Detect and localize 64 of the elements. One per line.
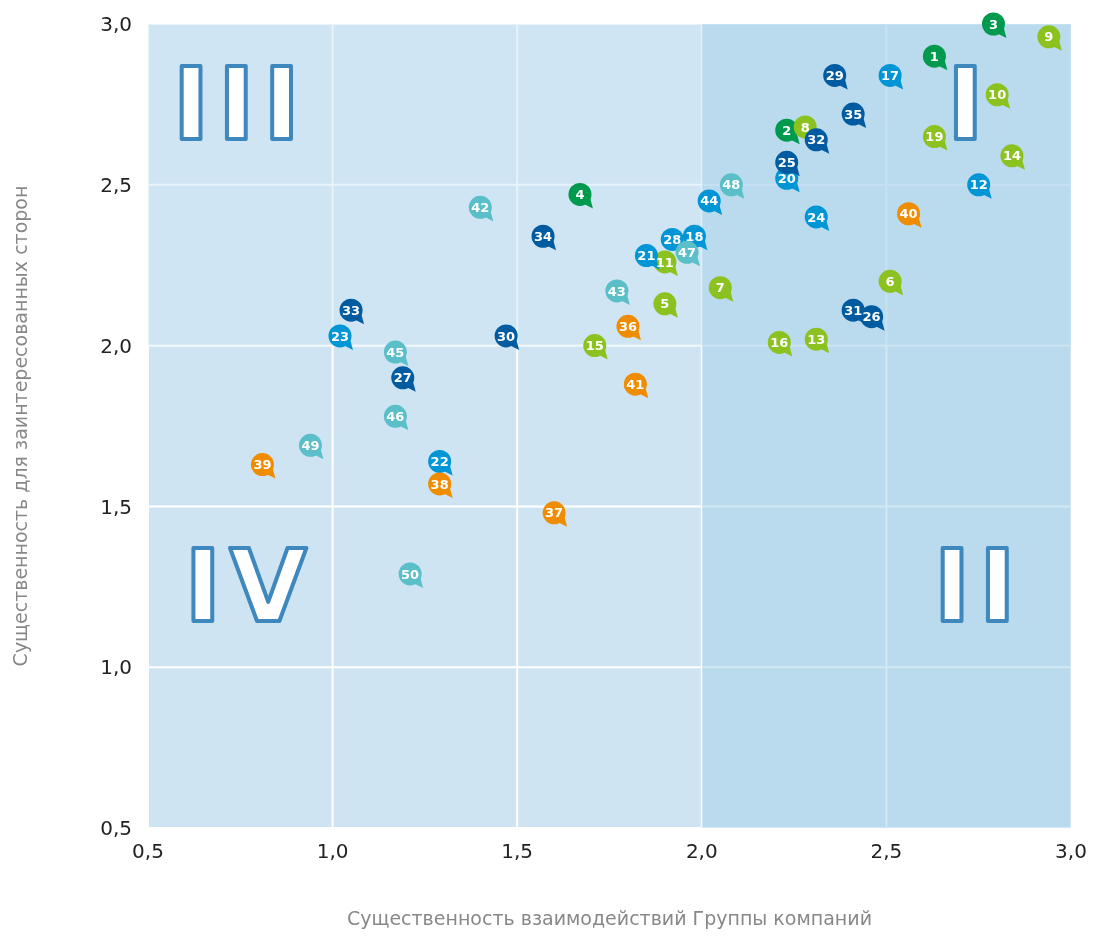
annotation: II (933, 528, 1024, 646)
annotation: 14 (1002, 148, 1021, 164)
annotation: 2 (782, 122, 792, 138)
y-tick-label: 1,0 (100, 655, 132, 680)
x-tick-label: 1,5 (501, 839, 534, 864)
annotation: 38 (430, 476, 449, 492)
x-tick-label: 2,0 (685, 839, 718, 864)
annotation: 50 (401, 566, 420, 582)
y-axis-title: Существенность для заинтересованных сторон (8, 185, 31, 667)
annotation: 7 (715, 280, 725, 296)
annotation: 9 (1044, 29, 1054, 45)
annotation: 29 (825, 68, 844, 84)
x-tick-label: 2,5 (870, 839, 903, 864)
y-tick-label: 1,5 (100, 494, 132, 519)
annotation: 20 (777, 170, 796, 186)
annotation: 45 (386, 344, 405, 360)
annotation: 33 (342, 302, 361, 318)
annotation: 48 (722, 177, 741, 193)
x-tick-label: 0,5 (132, 839, 164, 864)
annotation: III (172, 45, 309, 163)
annotation: 37 (545, 505, 564, 521)
annotation: 26 (862, 309, 881, 325)
annotation: 30 (497, 328, 516, 344)
annotation: 21 (637, 248, 656, 264)
annotation: 44 (700, 193, 719, 209)
y-tick-label: 2,5 (100, 172, 132, 197)
annotation: 24 (807, 209, 826, 225)
annotation: 43 (607, 283, 626, 299)
annotation: 46 (386, 408, 405, 424)
annotation: 1 (929, 48, 939, 64)
y-tick-label: 3,0 (100, 12, 132, 37)
annotation: 16 (770, 335, 789, 350)
x-tick-label: 3,0 (1055, 839, 1087, 864)
annotation: 8 (800, 119, 810, 135)
annotation: 5 (660, 296, 670, 312)
annotation: 31 (844, 302, 863, 318)
annotation: 17 (881, 68, 900, 84)
annotation: 35 (844, 106, 863, 122)
y-tick-label: 0,5 (100, 816, 132, 841)
annotation: 49 (301, 437, 320, 453)
annotation: 34 (534, 228, 553, 244)
annotation: 3 (988, 16, 998, 32)
annotation: 32 (807, 132, 826, 148)
annotation: 22 (430, 453, 449, 469)
annotation: 40 (899, 206, 918, 222)
annotation: 12 (969, 177, 988, 193)
annotation: 39 (253, 457, 272, 473)
annotation: 27 (393, 370, 412, 386)
annotation: 19 (925, 129, 944, 145)
annotation: 13 (807, 331, 826, 347)
annotation: 41 (626, 376, 645, 392)
annotation: 23 (330, 328, 350, 344)
x-axis-title: Существенность взаимодействий Группы компаний (347, 907, 872, 929)
annotation: 42 (471, 199, 490, 215)
annotation: 18 (685, 228, 704, 244)
annotation: 25 (777, 154, 796, 170)
annotation: 11 (655, 254, 674, 270)
annotation: 6 (885, 273, 895, 289)
y-tick-label: 2,0 (100, 333, 132, 358)
annotation: 15 (585, 338, 604, 354)
annotation: 36 (618, 318, 638, 334)
annotation: 4 (575, 187, 585, 203)
annotation: IV (184, 528, 315, 646)
x-tick-label: 1,0 (316, 839, 349, 864)
